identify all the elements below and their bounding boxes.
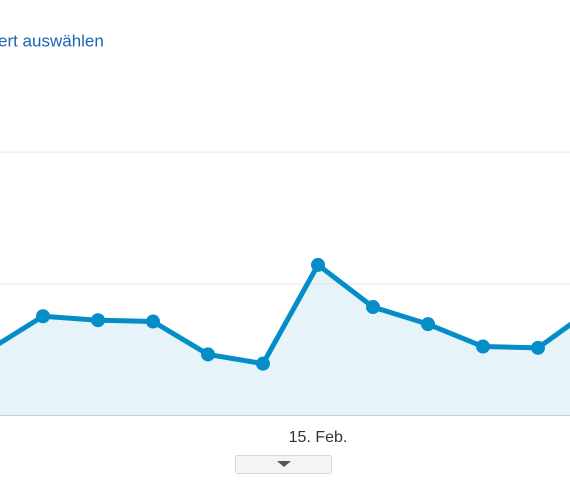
point xyxy=(36,309,50,324)
point xyxy=(476,339,490,354)
area xyxy=(0,264,570,415)
point xyxy=(311,257,325,272)
dropdown-arrow xyxy=(277,461,291,467)
dropdown-button[interactable] xyxy=(235,455,332,474)
plot: 15. Feb. xyxy=(0,151,570,446)
compare-link[interactable]: ert auswählen xyxy=(0,31,104,50)
point xyxy=(91,313,105,328)
point xyxy=(531,340,545,355)
line xyxy=(0,262,570,367)
x-tick-label: 15. Feb. xyxy=(289,429,348,446)
point xyxy=(366,300,380,315)
point xyxy=(421,317,435,332)
point xyxy=(201,347,215,362)
point xyxy=(146,314,160,329)
point xyxy=(256,356,270,371)
